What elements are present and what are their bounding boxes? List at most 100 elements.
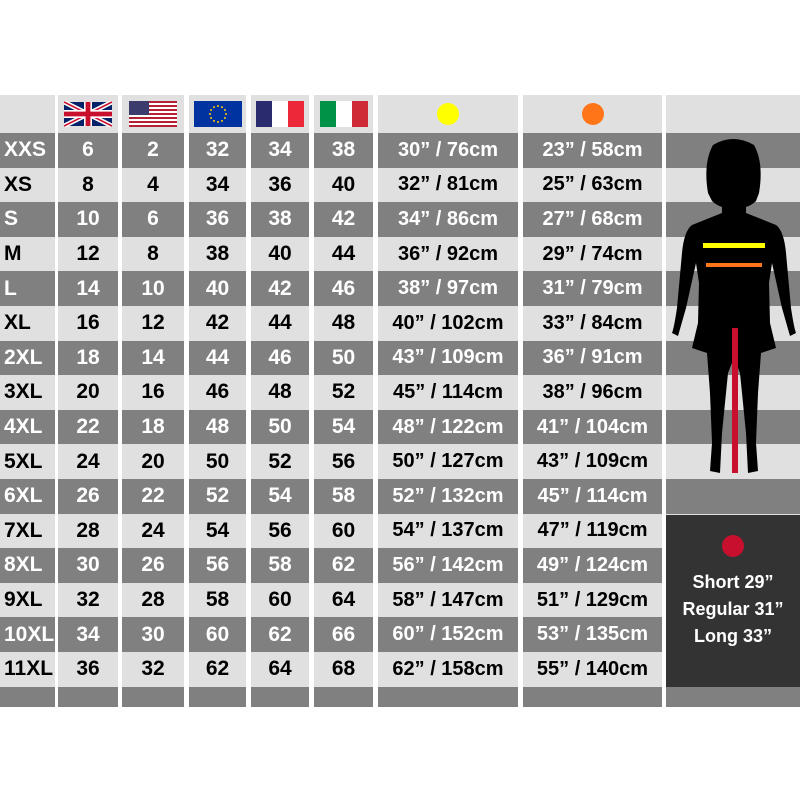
size-value: 43” / 109cm <box>523 444 662 479</box>
size-value: 68 <box>314 652 373 687</box>
size-value: 2 <box>122 133 184 168</box>
size-value: 40 <box>189 271 246 306</box>
size-value: 38 <box>251 202 309 237</box>
blank-cell <box>314 686 373 707</box>
header-blank <box>0 95 55 133</box>
blank-cell <box>666 479 800 514</box>
table-row: 6XL 26 22 52 54 58 52” / 132cm 45” / 114cm <box>0 479 800 514</box>
size-value: 10 <box>122 271 184 306</box>
size-value: 33” / 84cm <box>523 306 662 341</box>
size-value: 12 <box>122 306 184 341</box>
size-label: M <box>0 236 55 272</box>
inseam-dot-icon <box>722 535 744 557</box>
size-value: 16 <box>122 375 184 410</box>
size-value: 46 <box>189 375 246 410</box>
size-value: 46 <box>251 340 309 376</box>
bust-dot-icon <box>378 95 518 133</box>
inseam-line <box>732 328 738 473</box>
size-label: 9XL <box>0 582 55 618</box>
inseam-box: Short 29” Regular 31” Long 33” <box>666 515 800 687</box>
size-value: 34 <box>251 133 309 168</box>
size-value: 53” / 135cm <box>523 617 662 652</box>
table-footer-row <box>0 686 800 707</box>
size-value: 50 <box>189 444 246 479</box>
size-value: 45” / 114cm <box>523 479 662 514</box>
size-value: 26 <box>58 479 118 514</box>
size-value: 14 <box>122 340 184 376</box>
size-value: 47” / 119cm <box>523 513 662 549</box>
blank-cell <box>523 686 662 707</box>
size-value: 54 <box>314 409 373 445</box>
table-row: 9XL 32 28 58 60 64 58” / 147cm 51” / 129cm <box>0 582 800 618</box>
france-flag-icon <box>251 95 309 133</box>
size-value: 34 <box>189 167 246 203</box>
size-value: 44 <box>251 306 309 341</box>
size-value: 27” / 68cm <box>523 202 662 237</box>
size-label: 11XL <box>0 652 55 687</box>
size-value: 60 <box>314 513 373 549</box>
size-value: 42 <box>189 306 246 341</box>
uk-flag-icon <box>58 95 118 133</box>
size-value: 10 <box>58 202 118 237</box>
table-row: XXS 6 2 32 34 38 30” / 76cm 23” / 58cm <box>0 133 800 168</box>
size-label: S <box>0 202 55 237</box>
size-label: 8XL <box>0 548 55 583</box>
size-value: 55” / 140cm <box>523 652 662 687</box>
blank-cell <box>666 686 800 707</box>
size-value: 24 <box>58 444 118 479</box>
woman-silhouette-icon <box>672 139 796 473</box>
inseam-long: Long 33” <box>693 626 772 646</box>
size-label: XS <box>0 167 55 203</box>
size-value: 32 <box>58 582 118 618</box>
size-value: 38” / 97cm <box>378 271 518 306</box>
size-value: 23” / 58cm <box>523 133 662 168</box>
size-value: 36 <box>189 202 246 237</box>
size-value: 62 <box>189 652 246 687</box>
size-value: 31” / 79cm <box>523 271 662 306</box>
size-value: 38 <box>314 133 373 168</box>
size-value: 40” / 102cm <box>378 306 518 341</box>
size-value: 50 <box>314 340 373 376</box>
table-row: S 10 6 36 38 42 34” / 86cm 27” / 68cm <box>0 202 800 237</box>
table-row: 7XL 28 24 54 56 60 54” / 137cm 47” / 119cm <box>0 513 800 549</box>
size-value: 48 <box>314 306 373 341</box>
size-label: XXS <box>0 133 55 168</box>
size-label: XL <box>0 306 55 341</box>
size-value: 32 <box>189 133 246 168</box>
table-row: 4XL 22 18 48 50 54 48” / 122cm 41” / 104cm <box>0 409 800 445</box>
waist-dot-icon <box>523 95 662 133</box>
table-row: XS 8 4 34 36 40 32” / 81cm 25” / 63cm <box>0 167 800 203</box>
size-value: 18 <box>122 409 184 445</box>
size-value: 48” / 122cm <box>378 409 518 445</box>
size-value: 49” / 124cm <box>523 548 662 583</box>
size-value: 48 <box>189 409 246 445</box>
size-value: 64 <box>251 652 309 687</box>
size-value: 60 <box>251 582 309 618</box>
size-value: 42 <box>314 202 373 237</box>
table-row: 3XL 20 16 46 48 52 45” / 114cm 38” / 96cm <box>0 375 800 410</box>
size-value: 42 <box>251 271 309 306</box>
size-label: 3XL <box>0 375 55 410</box>
bust-line <box>703 243 765 248</box>
header-blank <box>666 95 800 133</box>
size-value: 4 <box>122 167 184 203</box>
size-label: 10XL <box>0 617 55 652</box>
size-value: 51” / 129cm <box>523 582 662 618</box>
size-value: 44 <box>314 236 373 272</box>
size-label: 6XL <box>0 479 55 514</box>
size-value: 20 <box>122 444 184 479</box>
size-value: 14 <box>58 271 118 306</box>
size-value: 18 <box>58 340 118 376</box>
size-value: 29” / 74cm <box>523 236 662 272</box>
size-value: 64 <box>314 582 373 618</box>
size-value: 25” / 63cm <box>523 167 662 203</box>
size-value: 22 <box>122 479 184 514</box>
size-value: 50” / 127cm <box>378 444 518 479</box>
size-value: 52 <box>189 479 246 514</box>
size-value: 43” / 109cm <box>378 340 518 376</box>
size-value: 36” / 92cm <box>378 236 518 272</box>
size-value: 26 <box>122 548 184 583</box>
size-value: 6 <box>122 202 184 237</box>
size-value: 54” / 137cm <box>378 513 518 549</box>
size-value: 38” / 96cm <box>523 375 662 410</box>
